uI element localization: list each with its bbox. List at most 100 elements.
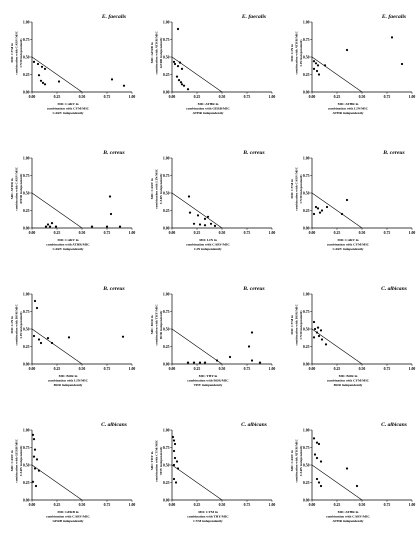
y-tick-label: 0.25: [163, 73, 170, 77]
data-point: [54, 225, 58, 228]
y-tick-label: 0.00: [163, 90, 170, 94]
x-axis-label: MIC CYM in: [198, 510, 218, 514]
chart-title: C. albicans: [381, 422, 407, 428]
y-tick-label: 0.00: [23, 498, 30, 502]
data-point: [400, 62, 404, 66]
y-tick-label: 0.25: [23, 209, 30, 213]
y-tick-label: 1.00: [23, 428, 30, 432]
data-point: [175, 460, 179, 463]
x-tick-label: 0.50: [359, 503, 366, 507]
y-tick-label: 0.25: [163, 345, 170, 349]
data-point: [182, 84, 186, 87]
x-tick-label: 1.00: [409, 503, 416, 507]
y-tick-label: 0.50: [303, 55, 310, 59]
data-point: [323, 64, 327, 67]
data-point: [196, 214, 200, 217]
chart-title: B. cereus: [102, 150, 124, 156]
data-point: [345, 198, 349, 202]
y-axis-label: combination with BOR/MIC: [14, 304, 18, 346]
y-tick-label: 0.00: [303, 226, 310, 230]
y-tick-label: 1.00: [23, 20, 30, 24]
x-tick-label: 0.75: [104, 95, 111, 99]
y-tick-label: 0.00: [163, 226, 170, 230]
y-axis-label: CARV independently: [299, 445, 303, 476]
y-tick-label: 0.25: [303, 73, 310, 77]
x-axis-label: combination with THY/MIC: [187, 515, 229, 519]
data-point: [33, 448, 37, 451]
y-tick-label: 0.50: [163, 55, 170, 59]
data-point: [340, 212, 344, 216]
y-axis-label: MIC CARV in: [150, 178, 154, 199]
data-point: [355, 484, 359, 488]
y-axis-label: CYM independently: [299, 174, 303, 204]
y-tick-label: 0.00: [23, 90, 30, 94]
additivity-line: [311, 56, 363, 93]
chart-title: E. faecalis: [101, 14, 126, 20]
data-point: [110, 78, 114, 81]
data-point: [37, 338, 41, 341]
x-tick-label: 1.00: [269, 95, 276, 99]
x-tick-label: 1.00: [269, 231, 276, 235]
x-tick-label: 0.25: [54, 503, 61, 507]
x-axis-label: MIC THY in: [199, 374, 218, 378]
chart-panel-1: E. faecalis 0.00 0.25 0.50 0.75 1.00 0.00 0.25 0…: [10, 14, 135, 115]
x-axis-label: CARV independently: [53, 111, 84, 115]
data-point: [175, 75, 179, 78]
y-tick-label: 0.00: [303, 90, 310, 94]
data-point: [35, 306, 39, 310]
data-point: [176, 27, 180, 31]
data-point: [173, 456, 177, 460]
x-tick-label: 0.00: [309, 503, 316, 507]
data-point: [313, 327, 317, 331]
y-axis-label: combination with ATHR/MIC: [294, 439, 298, 483]
x-axis-label: combination with CARV/MIC: [186, 243, 230, 247]
data-point: [203, 217, 207, 220]
y-tick-label: 1.00: [303, 428, 310, 432]
x-axis-label: MIC GERB in: [57, 510, 78, 514]
data-point: [206, 215, 210, 218]
x-axis-label: BOR independently: [334, 383, 363, 387]
y-axis-label: combination with ATHR/MIC: [154, 31, 158, 75]
data-point: [36, 62, 40, 66]
x-tick-label: 0.25: [334, 95, 341, 99]
data-point: [192, 222, 196, 225]
x-tick-label: 0.25: [334, 367, 341, 371]
data-point: [108, 195, 112, 198]
additivity-line: [171, 464, 223, 501]
data-point: [46, 337, 50, 340]
data-point: [50, 222, 54, 225]
additivity-line: [171, 192, 223, 229]
y-axis-label: CYM independently: [299, 310, 303, 340]
x-tick-label: 1.00: [129, 231, 136, 235]
chart-panel-3: E. faecalis 0.00 0.25 0.50 0.75 1.00 0.00 0.25 0…: [290, 14, 415, 115]
y-axis-label: BOR independently: [159, 310, 163, 339]
x-axis-label: CARV independently: [333, 247, 364, 251]
data-point: [345, 48, 349, 52]
y-tick-label: 1.00: [303, 156, 310, 160]
data-point: [32, 438, 36, 441]
data-point: [318, 211, 322, 214]
x-tick-label: 0.00: [29, 231, 36, 235]
x-tick-label: 1.00: [269, 503, 276, 507]
y-axis-label: ATHR independently: [19, 173, 23, 204]
x-tick-label: 0.00: [309, 95, 316, 99]
x-tick-label: 1.00: [409, 367, 416, 371]
x-axis-label: MIC BOR in: [59, 374, 78, 378]
x-tick-label: 0.75: [104, 367, 111, 371]
x-tick-label: 1.00: [269, 367, 276, 371]
data-point: [317, 73, 321, 76]
data-point: [31, 480, 35, 483]
data-point: [32, 60, 36, 64]
y-tick-label: 0.50: [23, 327, 30, 331]
additivity-line: [171, 328, 223, 365]
data-point: [320, 338, 324, 341]
y-axis-label: CARV independently: [159, 173, 163, 204]
data-point: [215, 359, 219, 362]
x-axis-label: MIC CARV in: [57, 102, 78, 106]
x-tick-label: 1.00: [129, 367, 136, 371]
data-point: [171, 435, 175, 439]
x-tick-label: 0.50: [79, 367, 86, 371]
y-tick-label: 0.50: [163, 463, 170, 467]
data-point: [312, 67, 316, 70]
data-point: [109, 212, 113, 216]
